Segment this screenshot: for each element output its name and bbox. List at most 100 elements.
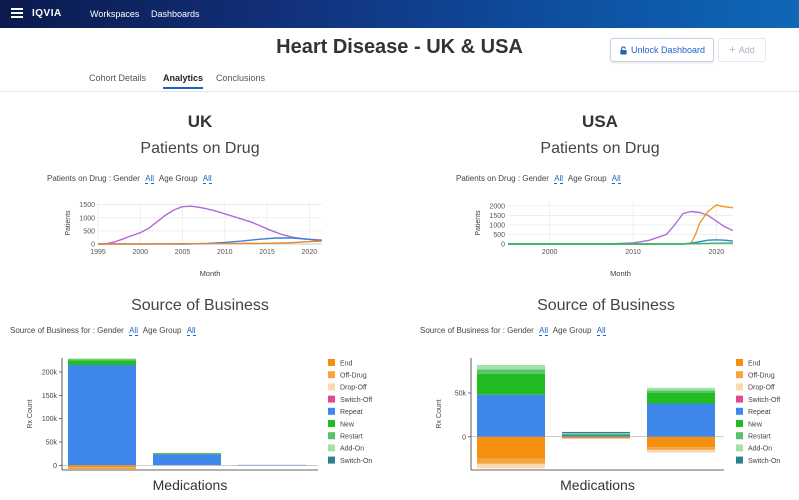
uk-legend-label-add-on: Add-On — [340, 446, 364, 453]
usa-legend-label-switch-on: Switch-On — [748, 458, 780, 465]
uk-legend-swatch-add-on — [328, 444, 335, 452]
usa-legend-label-restart: Restart — [748, 434, 771, 441]
uk-line-xtick-label: 2005 — [175, 249, 191, 256]
usa-bar-2-repeat — [647, 403, 715, 437]
usa-legend-label-repeat: Repeat — [748, 409, 771, 416]
usa-bar-2-off-drug — [647, 447, 715, 450]
uk-drug-filter-label: Patients on Drug : Gender — [47, 174, 140, 183]
uk-bar-0-end — [68, 465, 136, 468]
usa-bar-xlabel: Medications — [560, 477, 635, 493]
uk-heading: UK — [187, 112, 213, 131]
usa-bar-1-end — [562, 436, 630, 439]
usa-legend-swatch-drop-off — [736, 383, 743, 391]
uk-sob-filter: Source of Business for : Gender All Age … — [10, 326, 199, 336]
usa-legend-swatch-end — [736, 359, 743, 366]
usa-bar-0-drop-off — [477, 463, 545, 469]
uk-line-xtick-label: 2020 — [302, 249, 318, 256]
page-title: Heart Disease - UK & USA — [276, 36, 523, 58]
tab-cohort-details[interactable]: Cohort Details — [89, 73, 147, 83]
usa-bar-0-end — [477, 436, 545, 459]
usa-bar-0-add-on — [477, 365, 545, 370]
usa-sob-filter: Source of Business for : Gender All Age … — [420, 326, 609, 336]
uk-patients-on-drug-title: Patients on Drug — [140, 140, 260, 157]
uk-legend-label-restart: Restart — [340, 434, 363, 441]
uk-drug-gender-select[interactable]: All — [145, 174, 155, 184]
uk-legend-swatch-restart — [328, 432, 335, 440]
uk-line-ytick-label: 0 — [91, 242, 95, 249]
usa-bar-1-add-on — [562, 433, 630, 435]
dashboard-tabs: Cohort Details Analytics Conclusions — [0, 68, 799, 92]
uk-sob-age-select[interactable]: All — [186, 326, 196, 336]
usa-bar-2-restart — [647, 390, 715, 393]
uk-line-ytick-label: 1500 — [79, 202, 95, 209]
uk-legend-label-end: End — [340, 360, 353, 367]
uk-line-xtick-label: 2015 — [259, 249, 275, 256]
uk-legend-swatch-repeat — [328, 407, 335, 415]
usa-legend-swatch-repeat — [736, 407, 743, 415]
usa-drug-age-label: Age Group — [567, 174, 607, 183]
uk-line-series-0 — [97, 205, 323, 245]
uk-sob-age-label: Age Group — [142, 326, 182, 335]
usa-sob-age-select[interactable]: All — [596, 326, 606, 336]
uk-bar-0-off-drug — [68, 467, 136, 470]
top-nav-bar: IQVIA Workspaces Dashboards — [0, 0, 799, 28]
uk-bar-ytick-label: 0 — [53, 463, 57, 470]
usa-line-series-2 — [508, 239, 734, 245]
usa-bar-0-off-drug — [477, 458, 545, 464]
usa-bar-1-restart — [562, 433, 630, 435]
usa-legend-label-drop-off: Drop-Off — [748, 385, 775, 392]
uk-bar-ylabel: Rx Count — [27, 399, 34, 428]
usa-bar-ytick-label: 0 — [462, 434, 466, 441]
uk-legend-label-repeat: Repeat — [340, 409, 363, 416]
uk-legend-label-switch-off: Switch-Off — [340, 397, 372, 404]
usa-bar-2-add-on — [647, 387, 715, 391]
usa-legend-label-off-drug: Off-Drug — [748, 373, 775, 380]
usa-bar-1-switch-on — [562, 431, 630, 434]
usa-heading: USA — [582, 112, 618, 131]
uk-bar-0-repeat — [68, 365, 136, 466]
usa-legend-label-add-on: Add-On — [748, 446, 772, 453]
uk-legend-swatch-switch-on — [328, 456, 335, 464]
nav-workspaces[interactable]: Workspaces — [90, 9, 140, 19]
usa-line-series-0 — [507, 210, 734, 245]
uk-line-ytick-label: 1000 — [79, 215, 95, 222]
usa-line-xtick-label: 2000 — [542, 249, 558, 256]
usa-sob-gender-select[interactable]: All — [539, 326, 548, 336]
usa-bar-1-repeat — [562, 435, 630, 437]
nav-dashboards[interactable]: Dashboards — [151, 9, 200, 19]
uk-line-ylabel: Patients — [65, 210, 72, 236]
iqvia-logo[interactable]: IQVIA — [32, 8, 62, 19]
dashboard-header: Heart Disease - UK & USA Unlock Dashboar… — [0, 28, 799, 68]
add-label: Add — [738, 45, 755, 55]
menu-icon[interactable] — [11, 8, 23, 18]
uk-bar-ytick-label: 50k — [46, 440, 58, 447]
uk-line-xtick-label: 2000 — [132, 249, 148, 256]
uk-drug-filter: Patients on Drug : Gender All Age Group … — [47, 174, 215, 184]
add-button[interactable]: + Add — [718, 38, 766, 62]
uk-drug-age-label: Age Group — [158, 174, 198, 183]
usa-bar-ylabel: Rx Count — [436, 399, 443, 428]
usa-drug-gender-select[interactable]: All — [554, 174, 564, 184]
uk-line-series-1 — [98, 237, 323, 245]
uk-bar-xlabel: Medications — [153, 477, 228, 493]
uk-legend-swatch-drop-off — [328, 383, 335, 391]
uk-bar-0-add-on — [68, 358, 136, 360]
usa-legend-label-new: New — [748, 421, 763, 428]
usa-legend-label-switch-off: Switch-Off — [748, 397, 780, 404]
usa-legend-swatch-switch-off — [736, 395, 743, 403]
uk-drug-age-select[interactable]: All — [202, 174, 212, 184]
usa-line-ytick-label: 1000 — [489, 222, 505, 229]
uk-bar-1-repeat — [153, 454, 221, 466]
usa-bar-1-new — [562, 434, 630, 435]
tab-analytics[interactable]: Analytics — [163, 73, 204, 89]
usa-legend-swatch-restart — [736, 432, 743, 440]
usa-line-series-1 — [508, 204, 734, 245]
uk-sob-gender-select[interactable]: All — [129, 326, 138, 336]
uk-line-xlabel: Month — [200, 269, 221, 278]
usa-drug-age-select[interactable]: All — [611, 174, 621, 184]
unlock-icon — [620, 45, 627, 55]
uk-legend-label-off-drug: Off-Drug — [340, 373, 367, 380]
unlock-dashboard-button[interactable]: Unlock Dashboard — [610, 38, 714, 62]
usa-drug-filter: Patients on Drug : Gender All Age Group … — [456, 174, 624, 184]
tab-conclusions[interactable]: Conclusions — [216, 73, 266, 83]
